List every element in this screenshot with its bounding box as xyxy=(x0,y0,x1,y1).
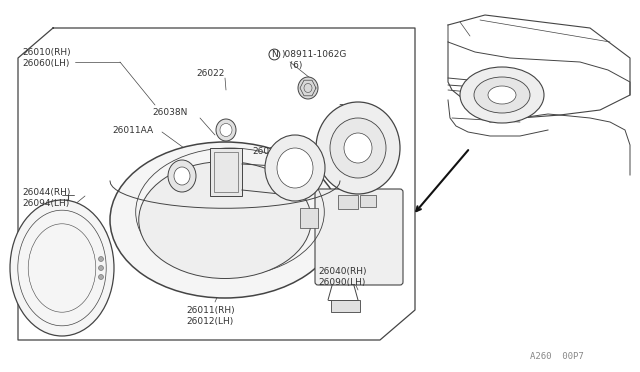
Ellipse shape xyxy=(174,167,190,185)
Text: 26339: 26339 xyxy=(338,104,367,113)
Ellipse shape xyxy=(474,77,530,113)
Ellipse shape xyxy=(460,67,544,123)
Ellipse shape xyxy=(216,119,236,141)
Text: 26038N: 26038N xyxy=(152,108,188,117)
Ellipse shape xyxy=(139,161,311,279)
Ellipse shape xyxy=(330,118,386,178)
Text: 26011A: 26011A xyxy=(252,147,287,156)
Ellipse shape xyxy=(99,275,104,279)
Ellipse shape xyxy=(265,135,325,201)
Text: 26011AA: 26011AA xyxy=(112,126,153,135)
FancyBboxPatch shape xyxy=(315,189,403,285)
Text: N: N xyxy=(271,50,278,59)
Text: )08911-1062G
   (6): )08911-1062G (6) xyxy=(281,50,346,70)
Ellipse shape xyxy=(277,148,313,188)
Ellipse shape xyxy=(99,266,104,270)
Text: 26044(RH)
26094(LH): 26044(RH) 26094(LH) xyxy=(22,188,70,208)
Text: 26010(RH)
26060(LH): 26010(RH) 26060(LH) xyxy=(22,48,70,68)
Text: 26022: 26022 xyxy=(196,69,225,78)
Ellipse shape xyxy=(10,200,114,336)
Ellipse shape xyxy=(344,133,372,163)
Bar xyxy=(210,148,242,196)
Ellipse shape xyxy=(99,257,104,262)
Bar xyxy=(338,195,358,209)
Bar xyxy=(360,195,376,207)
Ellipse shape xyxy=(298,77,318,99)
Bar xyxy=(331,300,360,312)
Bar xyxy=(214,152,238,192)
Text: 26040(RH)
26090(LH): 26040(RH) 26090(LH) xyxy=(318,267,367,287)
Bar xyxy=(300,208,317,228)
Ellipse shape xyxy=(220,124,232,137)
Ellipse shape xyxy=(168,160,196,192)
Text: 26011(RH)
26012(LH): 26011(RH) 26012(LH) xyxy=(186,306,235,326)
Ellipse shape xyxy=(110,142,340,298)
Ellipse shape xyxy=(488,86,516,104)
Ellipse shape xyxy=(316,102,400,194)
Text: A260  00P7: A260 00P7 xyxy=(530,352,584,361)
